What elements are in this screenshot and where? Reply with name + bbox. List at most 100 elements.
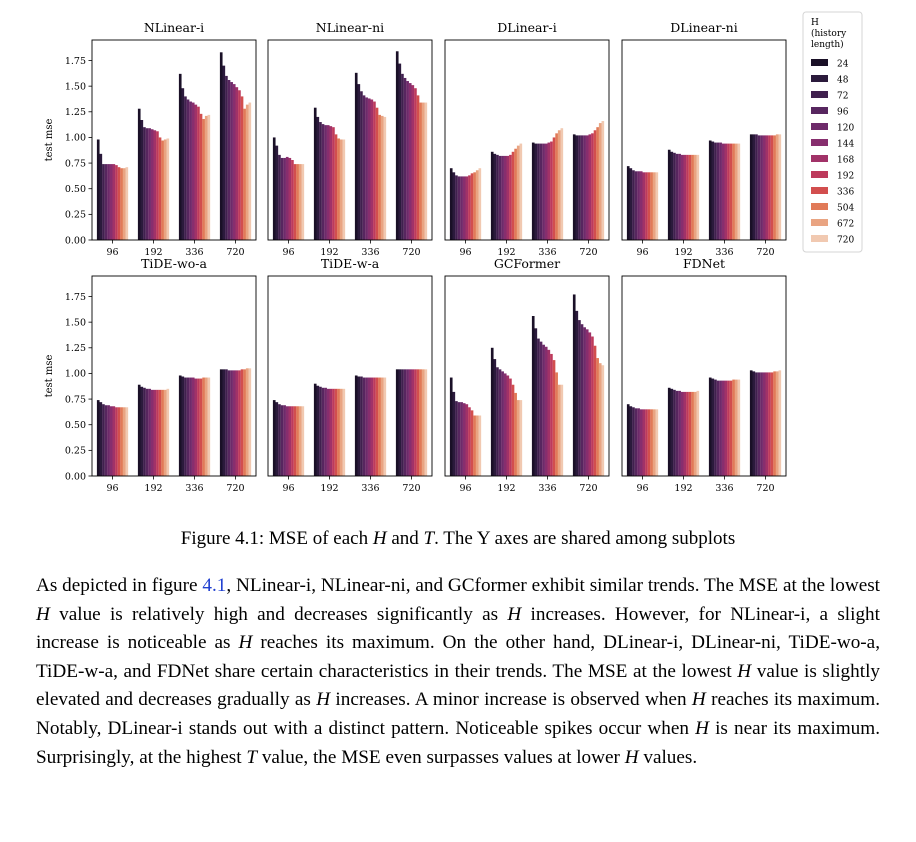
x-tick-label: 192	[674, 247, 692, 258]
bar	[762, 135, 766, 240]
bar	[465, 176, 469, 240]
bar	[166, 388, 170, 476]
bar	[496, 154, 499, 240]
x-tick-label: 720	[579, 247, 597, 258]
bar	[301, 164, 305, 240]
bar	[639, 171, 643, 240]
bar	[380, 115, 384, 240]
bar	[373, 377, 376, 476]
bar	[452, 172, 456, 240]
bar	[462, 176, 466, 240]
bar	[719, 380, 722, 476]
bar	[691, 154, 694, 240]
axes-frame	[621, 275, 787, 477]
bar	[107, 164, 110, 240]
bar	[737, 143, 741, 240]
bar	[519, 400, 523, 476]
bar	[207, 377, 211, 476]
bar	[419, 102, 422, 240]
bar	[729, 380, 733, 476]
bar	[765, 372, 769, 476]
axes-frame	[267, 275, 433, 477]
bar	[470, 173, 474, 240]
bar	[760, 135, 763, 240]
bar	[148, 388, 151, 476]
bar	[313, 107, 317, 240]
bar	[316, 385, 320, 476]
bar	[419, 369, 422, 476]
bar	[550, 353, 553, 476]
bar	[501, 371, 504, 476]
bar	[140, 120, 144, 240]
y-tick-label: 1.25	[65, 107, 86, 118]
bar	[275, 145, 279, 240]
bar	[455, 175, 458, 240]
bar	[181, 88, 185, 241]
bar	[516, 400, 520, 476]
bar	[115, 165, 118, 240]
bar	[204, 377, 208, 476]
bar	[506, 375, 510, 476]
bar	[511, 151, 515, 240]
bar	[319, 386, 322, 476]
bar	[227, 80, 231, 240]
x-tick-label: 720	[226, 483, 244, 494]
figure-ref-link[interactable]: 4.1	[202, 575, 227, 596]
text-run: increases. A minor increase is observed …	[330, 689, 692, 711]
bar	[115, 407, 118, 476]
bar	[186, 377, 190, 476]
bar	[770, 135, 774, 240]
bar	[572, 294, 576, 476]
bar	[337, 388, 340, 476]
bar	[711, 378, 715, 476]
subplot-tide-w-a: TiDE-w-a 96 192 336 720	[267, 256, 433, 494]
bar	[711, 141, 715, 240]
bar	[408, 83, 412, 240]
bar	[99, 153, 103, 240]
x-tick-label: 192	[144, 483, 162, 494]
bar	[575, 310, 579, 476]
x-tick-label: 192	[320, 483, 338, 494]
math-var: H	[36, 603, 50, 625]
bar	[403, 77, 407, 240]
legend-swatch	[811, 171, 828, 178]
bar	[593, 130, 597, 240]
bar	[583, 327, 586, 476]
bar	[732, 143, 735, 240]
bar	[416, 95, 420, 240]
bar	[378, 114, 381, 240]
x-tick-label: 336	[361, 483, 379, 494]
legend-label: 96	[837, 108, 849, 118]
bar	[313, 383, 317, 476]
bar	[773, 371, 776, 476]
bar	[285, 156, 289, 240]
y-axis-label: test mse	[44, 355, 55, 398]
bar	[708, 377, 712, 476]
bar	[490, 347, 494, 476]
bar	[645, 409, 648, 476]
bar	[156, 389, 159, 476]
bar	[560, 128, 564, 240]
x-tick-label: 336	[538, 247, 556, 258]
bar	[645, 172, 648, 240]
bar	[511, 384, 515, 476]
bar	[107, 405, 110, 476]
bar	[227, 370, 231, 476]
legend-swatch	[811, 59, 828, 66]
bar	[153, 130, 157, 240]
legend-swatch	[811, 187, 828, 194]
bar	[401, 369, 404, 476]
bar	[332, 388, 335, 476]
bar	[557, 384, 561, 476]
bar	[219, 369, 223, 476]
bar	[280, 405, 284, 476]
bar	[585, 135, 589, 240]
bar	[112, 406, 116, 476]
bar	[634, 408, 638, 476]
caption-var-h: H	[372, 528, 387, 549]
bar	[96, 400, 100, 476]
y-tick-label: 1.00	[65, 369, 86, 380]
bar	[104, 164, 108, 240]
axes-frame	[91, 275, 257, 477]
bar	[362, 377, 366, 476]
